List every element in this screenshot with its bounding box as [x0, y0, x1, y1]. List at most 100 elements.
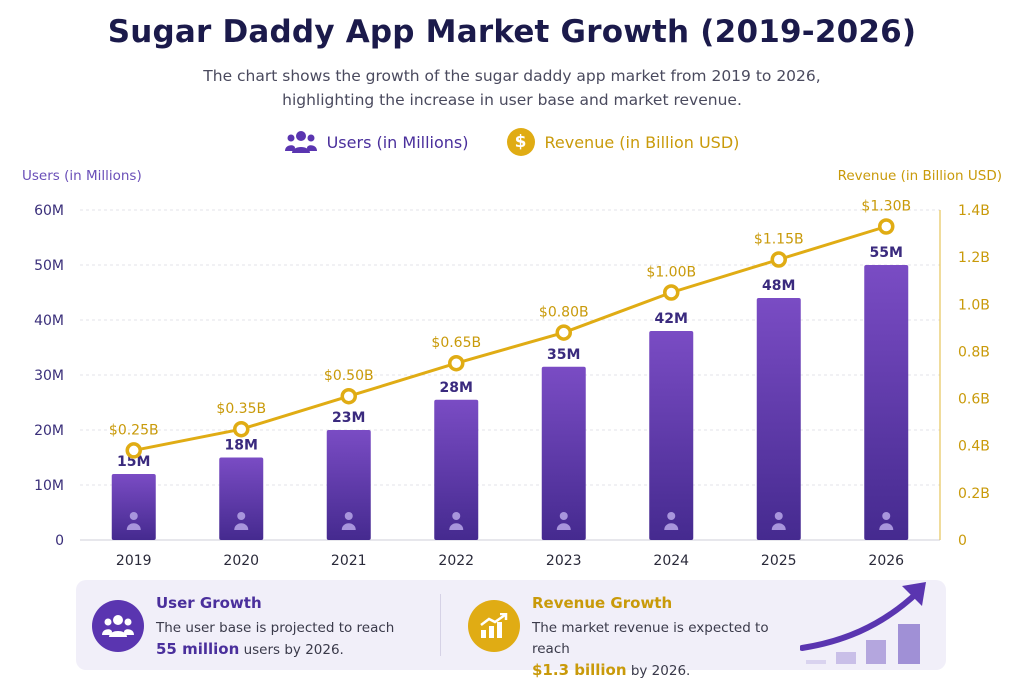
users-group-icon: [92, 600, 144, 652]
person-icon: [556, 512, 571, 530]
revenue-growth-highlight: $1.3 billion: [532, 661, 627, 679]
revenue-data-label: $0.80B: [539, 305, 589, 321]
person-icon: [664, 512, 679, 530]
legend-label-revenue: Revenue (in Billion USD): [544, 132, 740, 152]
user-growth-text-before: The user base is projected to reach: [156, 620, 395, 636]
x-tick-label: 2025: [761, 553, 797, 569]
revenue-data-label: $0.25B: [109, 422, 159, 438]
y-right-tick-label: 1.0B: [958, 297, 990, 313]
growth-chart-icon: [468, 600, 520, 652]
legend-label-users: Users (in Millions): [326, 132, 469, 152]
y-right-tick-label: 1.2B: [958, 250, 990, 266]
person-icon-body: [449, 523, 464, 530]
bar: [326, 430, 371, 540]
y-left-tick-label: 30M: [34, 368, 64, 384]
person-icon: [341, 512, 356, 530]
person-icon-head: [129, 512, 138, 520]
revenue-data-label: $0.65B: [431, 335, 481, 351]
combo-chart: Users (in Millions) Revenue (in Billion …: [22, 168, 1002, 569]
revenue-point: [233, 420, 250, 438]
bar-data-label: 23M: [332, 410, 365, 426]
person-icon-head: [237, 512, 246, 520]
person-icon-body: [771, 523, 786, 530]
y-left-tick-label: 60M: [34, 203, 64, 219]
x-tick-label: 2019: [116, 553, 152, 569]
bar-data-label: 15M: [117, 454, 150, 470]
bar-data-label: 18M: [225, 438, 258, 454]
person-icon-body: [879, 523, 894, 530]
legend-item-revenue: $ Revenue (in Billion USD): [506, 128, 740, 156]
summary-panel: User Growth The user base is projected t…: [76, 580, 946, 679]
x-tick-label: 2020: [223, 553, 259, 569]
revenue-growth-text-before: The market revenue is expected to reach: [532, 620, 769, 657]
person-icon-body: [234, 523, 249, 530]
revenue-data-label: $1.15B: [754, 232, 804, 248]
person-icon-body: [664, 523, 679, 530]
revenue-point: [770, 251, 787, 268]
revenue-point: [663, 284, 680, 301]
y-right-tick-label: 1.4B: [958, 203, 990, 219]
revenue-point: [340, 387, 357, 405]
card-divider: [440, 594, 441, 656]
person-icon: [879, 512, 894, 530]
legend-item-users: Users (in Millions): [284, 128, 469, 156]
person-icon-head: [774, 512, 783, 520]
x-tick-label: 2024: [653, 553, 689, 569]
legend: Users (in Millions) $ Revenue (in Billio…: [0, 128, 1024, 156]
revenue-point: [878, 218, 895, 235]
x-tick-label: 2021: [331, 553, 367, 569]
revenue-growth-text: The market revenue is expected to reach …: [532, 618, 792, 682]
revenue-growth-text-after: by 2026.: [630, 663, 691, 679]
y-right-tick-label: 0.8B: [958, 344, 990, 360]
y-axis-left-label: Users (in Millions): [22, 168, 142, 184]
revenue-growth-title: Revenue Growth: [532, 594, 673, 612]
y-left-tick-label: 10M: [34, 478, 64, 494]
bar-data-label: 35M: [547, 347, 580, 363]
y-left-tick-label: 50M: [34, 258, 64, 274]
revenue-line: [133, 225, 887, 452]
y-left-tick-label: 40M: [34, 313, 64, 329]
rising-bars-arrow-icon: [800, 582, 926, 664]
revenue-point: [125, 442, 142, 459]
person-icon-body: [341, 523, 356, 530]
bar-data-label: 42M: [655, 311, 688, 327]
y-right-tick-label: 0.4B: [958, 439, 990, 455]
revenue-data-label: $0.35B: [216, 401, 266, 417]
revenue-data-label: $1.00B: [646, 265, 696, 281]
person-icon: [449, 512, 464, 530]
dollar-coin-icon: $: [506, 128, 535, 156]
x-tick-label: 2023: [546, 553, 582, 569]
bar-data-label: 48M: [762, 278, 795, 294]
person-icon-head: [452, 512, 461, 520]
y-left-tick-label: 20M: [34, 423, 64, 439]
users-group-icon: [284, 131, 317, 153]
bar: [649, 331, 694, 540]
chart-title: Sugar Daddy App Market Growth (2019-2026…: [107, 14, 917, 50]
bar: [541, 366, 586, 540]
person-icon-head: [344, 512, 353, 520]
bar-data-label: 28M: [440, 380, 473, 396]
person-icon: [126, 512, 141, 530]
y-axis-right-label: Revenue (in Billion USD): [838, 168, 1002, 184]
person-icon-head: [559, 512, 568, 520]
person-icon-head: [882, 512, 891, 520]
bar: [111, 474, 156, 540]
bar-data-label: 55M: [870, 245, 903, 261]
x-tick-label: 2026: [868, 553, 904, 569]
user-growth-text: The user base is projected to reach 55 m…: [156, 618, 416, 661]
revenue-data-label: $0.50B: [324, 368, 374, 384]
y-right-tick-label: 0: [958, 533, 967, 549]
person-icon: [234, 512, 249, 530]
chart-subtitle: The chart shows the growth of the sugar …: [203, 67, 821, 109]
revenue-growth-card: Revenue Growth The market revenue is exp…: [456, 580, 796, 679]
bar: [219, 457, 264, 540]
revenue-point: [448, 354, 465, 372]
y-left-tick-label: 0: [55, 533, 64, 549]
bar: [434, 399, 479, 540]
bar: [864, 265, 909, 540]
y-right-tick-label: 0.2B: [958, 486, 990, 502]
person-icon: [771, 512, 786, 530]
revenue-data-label: $1.30B: [861, 199, 911, 215]
bar: [756, 298, 801, 540]
person-icon-body: [126, 523, 141, 530]
